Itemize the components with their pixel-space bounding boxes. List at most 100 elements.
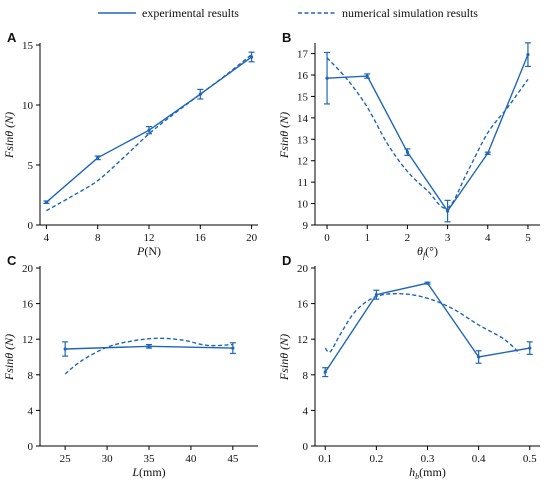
x-axis-label-main: θ bbox=[417, 244, 423, 258]
error-bar bbox=[526, 341, 533, 355]
x-tick-label: 35 bbox=[144, 453, 156, 465]
x-tick-label: 30 bbox=[102, 453, 114, 465]
x-tick-label: 3 bbox=[445, 232, 451, 244]
chart-panel-a: A 4 8 12 16 20 0 5 10 15 P(N) Fsinθ (N) bbox=[2, 30, 258, 258]
data-point bbox=[365, 74, 369, 78]
data-point bbox=[198, 92, 202, 96]
error-bar bbox=[94, 155, 101, 161]
error-bar bbox=[484, 151, 491, 155]
y-tick-label: 11 bbox=[297, 177, 308, 189]
y-axis-label: Fsinθ (N) bbox=[277, 112, 291, 159]
x-tick-label: 25 bbox=[60, 453, 72, 465]
y-tick-label: 12 bbox=[297, 334, 308, 346]
y-tick-label: 16 bbox=[22, 299, 34, 311]
data-point bbox=[528, 346, 532, 350]
x-axis-label-main: L bbox=[131, 465, 139, 479]
y-tick-label: 5 bbox=[28, 160, 34, 172]
x-axis-label: L(mm) bbox=[131, 465, 165, 479]
legend: experimental results numerical simulation… bbox=[98, 6, 478, 20]
data-point bbox=[44, 200, 49, 204]
x-axis-label: P(N) bbox=[136, 244, 161, 258]
x-tick-label: 0.1 bbox=[318, 453, 332, 465]
data-point bbox=[147, 344, 151, 348]
legend-label: experimental results bbox=[142, 6, 239, 20]
x-tick-label: 2 bbox=[405, 232, 411, 244]
x-axis-label-main: h bbox=[409, 465, 415, 479]
panel-letter: D bbox=[282, 253, 291, 268]
error-bar bbox=[43, 200, 50, 204]
y-tick-label: 16 bbox=[297, 70, 309, 82]
series-line-simulation bbox=[64, 337, 233, 375]
error-bar bbox=[364, 73, 371, 79]
y-tick-label: 12 bbox=[22, 334, 33, 346]
x-axis-label-unit: (N) bbox=[144, 244, 161, 258]
chart-panel-c: C 25 30 35 40 45 0 4 8 12 16 20 L(mm) Fsinθ (N) bbox=[2, 253, 258, 479]
chart-panel-d: D 0.1 0.2 0.3 0.4 0.5 0 4 8 12 16 20 hb(mm) Fsinθ (N) bbox=[277, 253, 540, 481]
y-axis-label: Fsinθ (N) bbox=[277, 334, 291, 381]
error-bar bbox=[146, 125, 152, 135]
y-tick-label: 8 bbox=[303, 370, 309, 382]
error-bar bbox=[322, 367, 329, 378]
x-tick-label: 0 bbox=[324, 232, 330, 244]
y-tick-label: 20 bbox=[297, 263, 309, 275]
y-tick-label: 15 bbox=[297, 91, 309, 103]
data-point bbox=[96, 156, 100, 160]
y-tick-label: 14 bbox=[297, 113, 309, 125]
y-tick-label: 16 bbox=[297, 299, 309, 311]
error-bar bbox=[248, 51, 255, 63]
panel-letter: B bbox=[282, 30, 291, 45]
x-tick-label: 40 bbox=[185, 453, 197, 465]
data-point bbox=[147, 128, 151, 132]
x-tick-label: 5 bbox=[525, 232, 531, 244]
x-tick-label: 4 bbox=[485, 232, 491, 244]
data-point bbox=[486, 151, 490, 155]
error-bar bbox=[524, 42, 531, 68]
data-point bbox=[231, 346, 235, 350]
x-axis-label-sub: f bbox=[423, 251, 427, 260]
x-tick-label: 12 bbox=[144, 232, 155, 244]
x-tick-label: 20 bbox=[246, 232, 258, 244]
y-tick-label: 8 bbox=[28, 370, 34, 382]
x-axis-label-unit: (°) bbox=[425, 244, 438, 258]
legend-label: numerical simulation results bbox=[342, 6, 478, 20]
data-point bbox=[477, 355, 481, 359]
x-tick-label: 1 bbox=[364, 232, 370, 244]
data-point bbox=[323, 370, 327, 374]
data-point bbox=[249, 55, 254, 59]
x-tick-label: 0.4 bbox=[472, 453, 486, 465]
series-line-experimental bbox=[327, 54, 529, 213]
error-bar bbox=[424, 281, 431, 285]
y-tick-label: 0 bbox=[28, 441, 34, 453]
series-line-simulation bbox=[46, 54, 253, 212]
data-point bbox=[425, 281, 430, 285]
error-bar bbox=[324, 51, 331, 105]
y-tick-label: 12 bbox=[297, 156, 308, 168]
y-axis-label: Fsinθ (N) bbox=[2, 112, 16, 159]
y-tick-label: 15 bbox=[22, 40, 34, 52]
data-point bbox=[63, 347, 67, 351]
x-axis-label-sub: b bbox=[415, 472, 419, 481]
data-point bbox=[405, 150, 410, 154]
y-tick-label: 10 bbox=[297, 199, 309, 211]
x-tick-label: 45 bbox=[227, 453, 239, 465]
x-axis-label-unit: (mm) bbox=[139, 465, 166, 479]
y-tick-label: 0 bbox=[28, 220, 34, 232]
y-axis-label: Fsinθ (N) bbox=[2, 334, 16, 381]
x-axis-label-main: P bbox=[136, 244, 145, 258]
panel-letter: A bbox=[7, 30, 17, 45]
x-axis-label: θf(°) bbox=[417, 244, 438, 260]
x-tick-label: 16 bbox=[195, 232, 207, 244]
y-tick-label: 10 bbox=[22, 100, 34, 112]
x-tick-label: 0.2 bbox=[369, 453, 383, 465]
error-bar bbox=[404, 148, 411, 156]
error-bar bbox=[146, 343, 152, 349]
series-line-experimental bbox=[324, 282, 530, 373]
y-tick-label: 0 bbox=[303, 441, 309, 453]
data-point bbox=[325, 76, 329, 80]
x-axis-label: hb(mm) bbox=[409, 465, 446, 481]
y-tick-label: 4 bbox=[303, 405, 309, 417]
y-tick-label: 9 bbox=[303, 220, 309, 232]
error-bar bbox=[475, 350, 482, 364]
